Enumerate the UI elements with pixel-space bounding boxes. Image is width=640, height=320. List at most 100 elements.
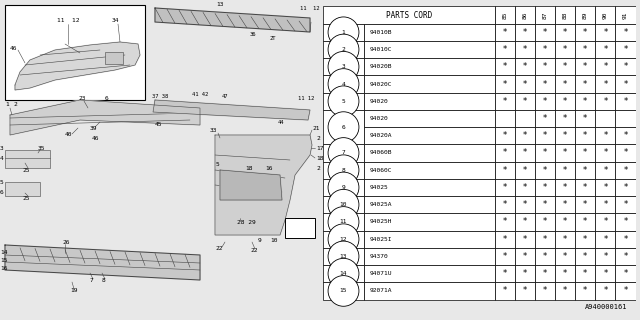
Bar <box>535 41 556 58</box>
Bar <box>616 265 636 282</box>
Bar <box>364 127 495 144</box>
Text: *: * <box>523 200 527 209</box>
Text: 3: 3 <box>0 146 4 150</box>
Text: 86: 86 <box>523 11 527 19</box>
Circle shape <box>328 189 359 220</box>
Text: 39: 39 <box>90 125 97 131</box>
Bar <box>364 265 495 282</box>
Polygon shape <box>155 8 310 32</box>
Text: *: * <box>523 131 527 140</box>
Bar <box>535 144 556 162</box>
Bar <box>556 6 575 24</box>
Text: *: * <box>523 79 527 89</box>
Text: 2: 2 <box>13 102 17 108</box>
Bar <box>535 231 556 248</box>
Text: *: * <box>543 114 547 123</box>
Bar <box>515 162 535 179</box>
Bar <box>616 127 636 144</box>
Bar <box>323 213 364 231</box>
Text: 88: 88 <box>563 11 568 19</box>
Text: 44: 44 <box>278 119 285 124</box>
Text: *: * <box>604 286 607 295</box>
Bar <box>535 213 556 231</box>
Text: *: * <box>623 97 628 106</box>
Text: *: * <box>604 166 607 175</box>
Bar <box>595 213 616 231</box>
Bar <box>556 41 575 58</box>
Text: 89: 89 <box>583 11 588 19</box>
Polygon shape <box>5 245 200 280</box>
Circle shape <box>328 224 359 254</box>
Text: 11 12: 11 12 <box>298 95 314 100</box>
Text: 92071A: 92071A <box>370 288 392 293</box>
Bar <box>535 92 556 110</box>
Bar <box>575 58 595 76</box>
Bar <box>323 110 364 144</box>
Bar <box>595 58 616 76</box>
Text: 9: 9 <box>342 185 346 190</box>
Bar <box>323 24 364 41</box>
Bar <box>616 196 636 213</box>
Text: *: * <box>503 286 507 295</box>
Bar <box>616 6 636 24</box>
Text: 21: 21 <box>312 125 319 131</box>
Text: *: * <box>623 28 628 37</box>
Bar <box>595 282 616 300</box>
Bar <box>595 41 616 58</box>
Bar <box>575 6 595 24</box>
Text: *: * <box>543 166 547 175</box>
Text: *: * <box>623 235 628 244</box>
Bar <box>495 162 515 179</box>
Text: 46: 46 <box>92 135 99 140</box>
Bar <box>495 127 515 144</box>
Text: 26: 26 <box>62 239 70 244</box>
Text: 8: 8 <box>102 277 106 283</box>
Bar <box>364 231 495 248</box>
Bar <box>535 110 556 127</box>
Bar <box>616 76 636 92</box>
Text: 33: 33 <box>210 127 218 132</box>
Bar <box>556 265 575 282</box>
Text: 19: 19 <box>70 287 77 292</box>
Text: 94020: 94020 <box>370 116 388 121</box>
Text: 3: 3 <box>342 64 346 69</box>
Bar <box>515 24 535 41</box>
Text: *: * <box>523 166 527 175</box>
Text: *: * <box>543 131 547 140</box>
Bar <box>535 58 556 76</box>
Text: *: * <box>563 62 568 71</box>
Bar <box>495 144 515 162</box>
Bar <box>495 24 515 41</box>
Bar <box>595 231 616 248</box>
Text: 94020C: 94020C <box>370 82 392 86</box>
Text: *: * <box>604 79 607 89</box>
Text: *: * <box>543 252 547 261</box>
Bar <box>575 76 595 92</box>
Text: *: * <box>604 45 607 54</box>
Bar <box>495 282 515 300</box>
Bar <box>364 162 495 179</box>
Text: PARTS CORD: PARTS CORD <box>386 11 432 20</box>
Text: 15: 15 <box>340 288 348 293</box>
Bar <box>515 248 535 265</box>
Text: *: * <box>604 200 607 209</box>
Circle shape <box>328 155 359 186</box>
Text: 4: 4 <box>342 82 346 86</box>
Polygon shape <box>10 100 200 135</box>
Bar <box>535 282 556 300</box>
Text: 94020: 94020 <box>370 99 388 104</box>
Text: *: * <box>623 62 628 71</box>
Text: *: * <box>503 252 507 261</box>
Bar <box>595 24 616 41</box>
Text: *: * <box>563 131 568 140</box>
Text: 46: 46 <box>10 45 17 51</box>
Text: 94020B: 94020B <box>370 64 392 69</box>
Text: *: * <box>563 183 568 192</box>
Text: 5: 5 <box>216 163 220 167</box>
Text: *: * <box>503 45 507 54</box>
Text: 11: 11 <box>340 220 348 224</box>
Circle shape <box>328 241 359 272</box>
Text: 11  12: 11 12 <box>300 5 319 11</box>
Bar <box>556 282 575 300</box>
Text: *: * <box>563 200 568 209</box>
